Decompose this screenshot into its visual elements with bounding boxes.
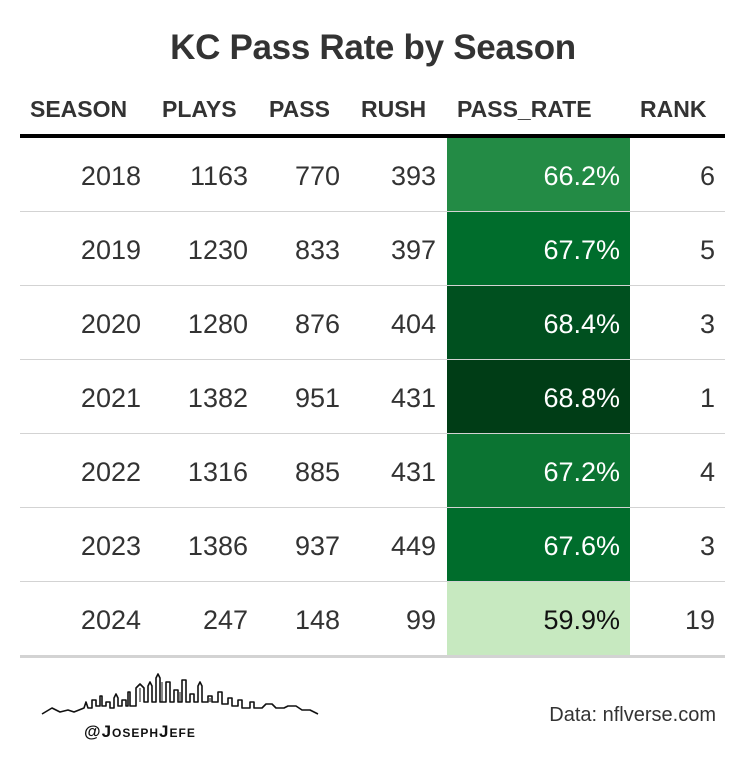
cell-pass: 885 — [294, 457, 340, 487]
cell-pass: 148 — [294, 605, 340, 635]
column-header-plays: PLAYS — [162, 96, 237, 122]
cell-rush: 397 — [390, 235, 436, 265]
column-header-pass-rate: PASS_RATE — [457, 96, 592, 122]
cell-rush: 393 — [390, 161, 436, 191]
cell-pass-rate: 66.2% — [447, 138, 630, 211]
cell-plays: 1230 — [187, 235, 248, 265]
table-row: 2020 1280 876 404 68.4% 3 — [20, 286, 725, 360]
cell-pass: 770 — [294, 161, 340, 191]
cell-rush: 99 — [405, 605, 436, 635]
column-header-season: SEASON — [30, 96, 128, 122]
cell-plays: 1280 — [187, 309, 248, 339]
table-row: 2022 1316 885 431 67.2% 4 — [20, 434, 725, 508]
cell-rank: 19 — [684, 605, 715, 635]
cell-pass-rate: 67.2% — [447, 434, 630, 507]
cell-season: 2021 — [80, 383, 141, 413]
cell-rank: 3 — [699, 309, 715, 339]
cell-pass: 833 — [294, 235, 340, 265]
cell-pass-rate: 68.4% — [447, 286, 630, 359]
cell-pass: 951 — [294, 383, 340, 413]
table-header: SEASON PLAYS PASS RUSH PASS_RATE RANK — [20, 84, 725, 138]
city-skyline-icon — [41, 673, 319, 715]
cell-rank: 3 — [699, 531, 715, 561]
column-header-rush: RUSH — [361, 96, 427, 122]
cell-season: 2024 — [80, 605, 141, 635]
cell-season: 2020 — [80, 309, 141, 339]
data-source: Data: nflverse.com — [549, 704, 716, 726]
cell-pass: 937 — [294, 531, 340, 561]
cell-plays: 1386 — [187, 531, 248, 561]
pass-rate-table: SEASON PLAYS PASS RUSH PASS_RATE RANK 20… — [20, 84, 725, 658]
table-row: 2023 1386 937 449 67.6% 3 — [20, 508, 725, 582]
chart-title: KC Pass Rate by Season — [170, 28, 576, 67]
author-handle: @JosephJefe — [84, 722, 196, 741]
cell-season: 2023 — [80, 531, 141, 561]
table-row: 2019 1230 833 397 67.7% 5 — [20, 212, 725, 286]
cell-rush: 449 — [390, 531, 436, 561]
cell-plays: 247 — [202, 605, 248, 635]
cell-season: 2018 — [80, 161, 141, 191]
cell-rank: 5 — [699, 235, 715, 265]
table-body: 2018 1163 770 393 66.2% 6 2019 1230 833 397 67.7% 5… — [20, 138, 725, 658]
cell-season: 2022 — [80, 457, 141, 487]
cell-pass: 876 — [294, 309, 340, 339]
cell-pass-rate: 67.6% — [447, 508, 630, 581]
cell-rush: 431 — [390, 457, 436, 487]
cell-rank: 6 — [699, 161, 715, 191]
cell-pass-rate: 68.8% — [447, 360, 630, 433]
cell-pass-rate: 59.9% — [447, 582, 630, 655]
cell-rank: 1 — [699, 383, 715, 413]
table-row: 2024 247 148 99 59.9% 19 — [20, 582, 725, 658]
cell-rank: 4 — [699, 457, 715, 487]
cell-pass-rate: 67.7% — [447, 212, 630, 285]
cell-rush: 404 — [390, 309, 436, 339]
column-header-rank: RANK — [640, 96, 707, 122]
cell-season: 2019 — [80, 235, 141, 265]
column-header-pass: PASS — [269, 96, 330, 122]
cell-plays: 1316 — [187, 457, 248, 487]
table-row: 2021 1382 951 431 68.8% 1 — [20, 360, 725, 434]
cell-plays: 1163 — [189, 161, 248, 191]
cell-rush: 431 — [390, 383, 436, 413]
cell-plays: 1382 — [187, 383, 248, 413]
table-row: 2018 1163 770 393 66.2% 6 — [20, 138, 725, 212]
